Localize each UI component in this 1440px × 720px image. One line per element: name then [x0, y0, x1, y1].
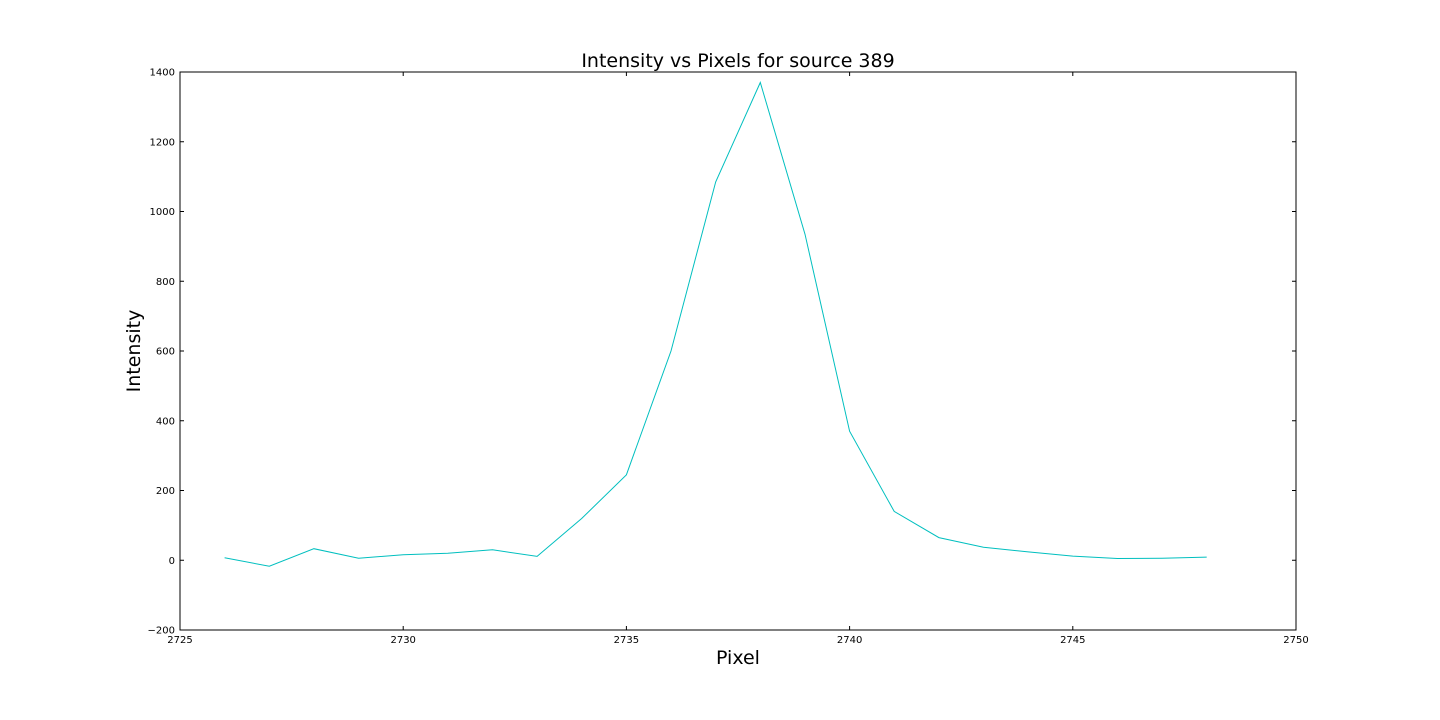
- y-tick-label: 400: [156, 416, 175, 427]
- y-axis-label: Intensity: [123, 310, 145, 393]
- y-tick-label: 1200: [150, 137, 175, 148]
- y-tick-label: 600: [156, 347, 175, 358]
- y-tick-label: 800: [156, 277, 175, 288]
- x-tick-label: 2740: [837, 635, 862, 646]
- y-tick-label: 1000: [150, 207, 175, 218]
- chart-title: Intensity vs Pixels for source 389: [581, 50, 894, 72]
- x-tick-label: 2750: [1283, 635, 1308, 646]
- y-tick-label: 1400: [150, 68, 175, 79]
- x-axis-label: Pixel: [716, 647, 760, 669]
- y-tick-label: 200: [156, 486, 175, 497]
- y-tick-label: −200: [148, 626, 175, 637]
- plot-frame: [179, 71, 1297, 631]
- x-tick-label: 2725: [167, 635, 192, 646]
- series-line: [224, 81, 1207, 567]
- x-tick-label: 2745: [1060, 635, 1085, 646]
- y-axis: −200 0 200 400 600 800 1000 1200 1400: [148, 68, 1296, 637]
- x-tick-label: 2735: [614, 635, 639, 646]
- y-tick-label: 0: [169, 556, 175, 567]
- x-axis: 2725 2730 2735 2740 2745 2750: [167, 72, 1309, 646]
- x-tick-label: 2730: [390, 635, 415, 646]
